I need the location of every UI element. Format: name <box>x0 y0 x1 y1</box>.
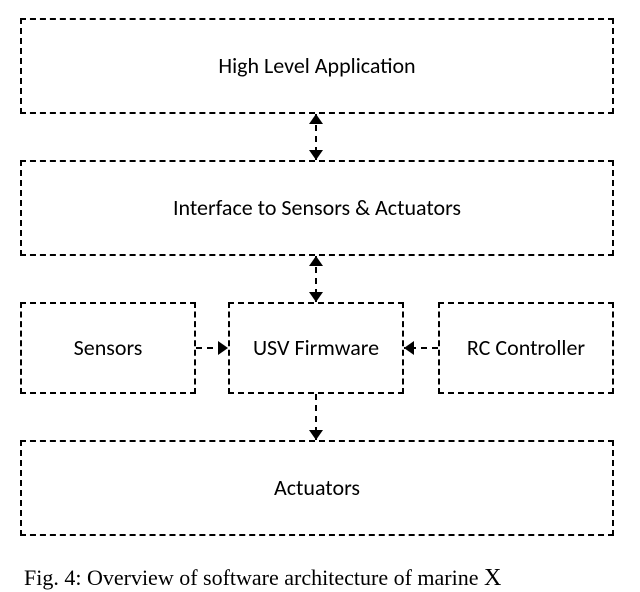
node-high-level-application: High Level Application <box>20 18 614 114</box>
node-label: RC Controller <box>467 335 585 360</box>
caption-prefix: Fig. 4: Overview of software architectur… <box>24 565 479 590</box>
node-label: Interface to Sensors & Actuators <box>173 195 461 220</box>
node-usv-firmware: USV Firmware <box>228 302 404 394</box>
node-label: USV Firmware <box>253 335 379 360</box>
node-actuators: Actuators <box>20 440 614 536</box>
caption-suffix: X <box>484 565 501 591</box>
diagram-stage: High Level Application Interface to Sens… <box>0 0 640 592</box>
node-rc-controller: RC Controller <box>438 302 614 394</box>
figure-caption: Fig. 4: Overview of software architectur… <box>24 565 501 592</box>
node-sensors: Sensors <box>20 302 196 394</box>
node-label: Actuators <box>274 475 360 500</box>
node-label: High Level Application <box>218 53 415 78</box>
node-label: Sensors <box>74 335 143 360</box>
node-interface: Interface to Sensors & Actuators <box>20 160 614 256</box>
